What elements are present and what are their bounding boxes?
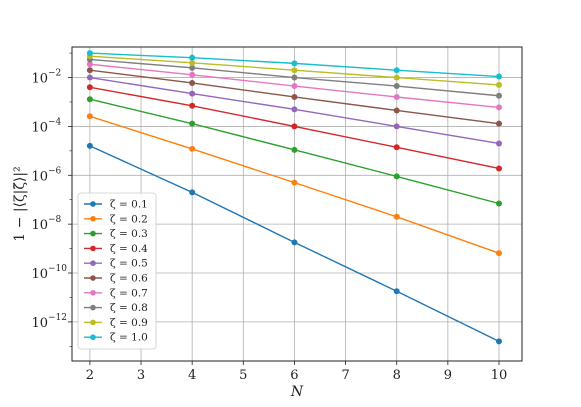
x-axis-title: N	[290, 384, 304, 400]
data-point	[86, 61, 93, 68]
y-tick-exponent: −2	[48, 69, 61, 79]
data-point	[291, 179, 298, 186]
data-point	[86, 84, 93, 91]
y-tick-label: 10	[31, 218, 48, 233]
x-tick-label: 4	[188, 368, 196, 383]
legend-label: ζ = 0.2	[110, 213, 148, 225]
data-point	[189, 145, 196, 152]
x-tick-label: 5	[239, 368, 247, 383]
y-tick-exponent: −6	[48, 166, 62, 176]
data-point	[393, 213, 400, 220]
data-point	[86, 142, 93, 149]
data-point	[189, 189, 196, 196]
data-point	[291, 67, 298, 74]
data-point	[189, 71, 196, 78]
data-point	[189, 120, 196, 127]
y-tick-label: 10	[31, 267, 48, 282]
legend-label: ζ = 0.3	[110, 228, 148, 240]
x-tick-label: 7	[341, 368, 349, 383]
data-point	[291, 93, 298, 100]
data-point	[393, 93, 400, 100]
data-point	[393, 83, 400, 90]
x-tick-label: 3	[137, 368, 145, 383]
y-tick-exponent: −4	[48, 117, 62, 127]
data-point	[86, 67, 93, 74]
legend-swatch-marker	[90, 260, 96, 267]
plot-frame	[71, 46, 523, 362]
y-axis-title: 1 − |⟨ζ|ζ̃⟩|²	[12, 166, 28, 241]
x-tick-label: 10	[491, 368, 508, 383]
data-point	[393, 288, 400, 295]
x-tick-label: 2	[86, 368, 94, 383]
legend-swatch-marker	[90, 334, 96, 341]
data-point	[86, 74, 93, 81]
x-tick-label: 8	[393, 368, 401, 383]
data-point	[495, 120, 502, 127]
data-point	[189, 54, 196, 61]
legend-swatch-marker	[90, 290, 96, 296]
data-point	[495, 200, 502, 207]
data-point	[495, 140, 502, 147]
x-tick-label: 9	[444, 368, 452, 383]
legend: ζ = 0.1 ζ = 0.2 ζ = 0.3 ζ = 0.4 ζ = 0.5 ζ = 0…	[77, 192, 157, 350]
data-point	[393, 173, 400, 180]
data-point	[495, 104, 502, 111]
y-tick-label: 10	[31, 169, 48, 184]
data-point	[189, 79, 196, 86]
legend-label: ζ = 0.5	[110, 258, 148, 270]
y-tick-exponent: −12	[48, 313, 67, 323]
series-lines	[86, 50, 502, 345]
data-point	[495, 250, 502, 257]
data-point	[393, 74, 400, 81]
data-point	[86, 96, 93, 103]
data-point	[291, 83, 298, 90]
legend-swatch-marker	[90, 245, 96, 252]
data-point	[291, 106, 298, 113]
data-point	[189, 90, 196, 97]
data-point	[291, 123, 298, 130]
data-point	[495, 92, 502, 99]
legend-box	[77, 192, 157, 350]
legend-swatch-marker	[90, 201, 96, 207]
y-tick-label: 10	[31, 120, 48, 135]
data-point	[393, 144, 400, 151]
legend-swatch-marker	[90, 216, 96, 222]
legend-label: ζ = 1.0	[110, 332, 148, 344]
data-point	[291, 74, 298, 81]
data-point	[291, 146, 298, 153]
legend-label: ζ = 0.7	[110, 287, 148, 299]
data-point	[495, 338, 502, 345]
legend-label: ζ = 0.4	[110, 243, 148, 255]
data-point	[393, 107, 400, 114]
legend-swatch-marker	[90, 304, 96, 311]
legend-label: ζ = 0.8	[110, 302, 148, 314]
legend-label: ζ = 0.9	[110, 317, 148, 329]
legend-label: ζ = 0.6	[110, 273, 148, 285]
x-tick-label: 6	[290, 368, 298, 383]
data-point	[189, 59, 196, 66]
data-point	[291, 60, 298, 67]
y-tick-exponent: −8	[48, 215, 62, 225]
data-point	[86, 113, 93, 120]
data-point	[495, 73, 502, 80]
y-tick-exponent: −10	[48, 264, 67, 274]
data-point	[393, 67, 400, 74]
legend-label: ζ = 0.1	[110, 199, 148, 211]
y-tick-label: 10	[31, 316, 48, 331]
data-point	[291, 239, 298, 246]
data-point	[393, 123, 400, 130]
data-point	[189, 64, 196, 71]
legend-swatch-marker	[90, 230, 96, 237]
data-point	[86, 50, 93, 57]
data-point	[189, 102, 196, 109]
legend-swatch-marker	[90, 275, 96, 281]
legend-swatch-marker	[90, 319, 96, 326]
y-tick-label: 10	[31, 72, 48, 87]
data-point	[495, 165, 502, 172]
data-point	[495, 81, 502, 88]
